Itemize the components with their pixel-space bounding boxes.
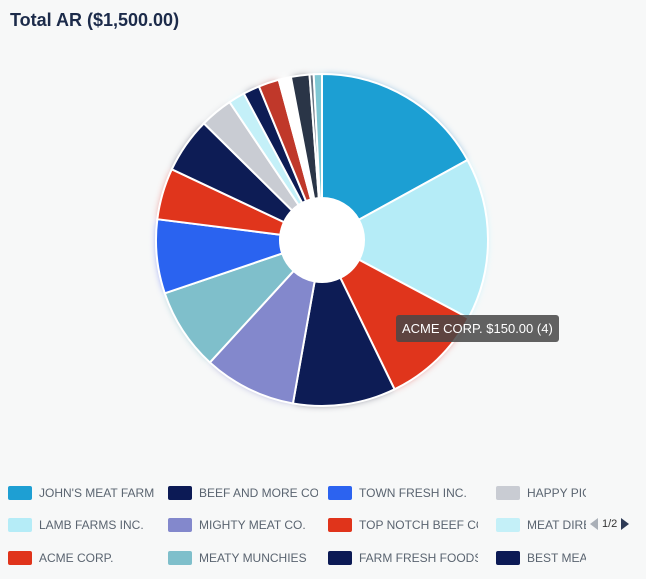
legend-label: TOP NOTCH BEEF CO. xyxy=(359,518,478,532)
legend-swatch xyxy=(328,486,352,500)
legend-label: LAMB FARMS INC. xyxy=(39,518,144,532)
legend-item[interactable]: HAPPY PIG xyxy=(496,484,586,502)
legend-label: MEAT DIRECT xyxy=(527,518,586,532)
legend-swatch xyxy=(168,486,192,500)
next-page-icon[interactable] xyxy=(621,518,630,530)
pie-slice[interactable] xyxy=(357,158,489,320)
legend-pager: 1/2 xyxy=(590,518,630,530)
legend-item[interactable]: TOP NOTCH BEEF CO. xyxy=(328,516,478,534)
legend-swatch xyxy=(168,551,192,565)
legend-swatch xyxy=(328,518,352,532)
legend-label: HAPPY PIG xyxy=(527,486,586,500)
chart-legend: JOHN'S MEAT FARM BEEF AND MORE CO. TOWN FR… xyxy=(8,484,598,574)
chart-tooltip: ACME CORP. $150.00 (4) xyxy=(396,315,559,342)
legend-label: FARM FRESH FOODS xyxy=(359,551,478,565)
legend-swatch xyxy=(328,551,352,565)
legend-label: JOHN'S MEAT FARM xyxy=(39,486,155,500)
legend-label: BEEF AND MORE CO. xyxy=(199,486,318,500)
pie-chart[interactable] xyxy=(0,0,646,470)
legend-swatch xyxy=(496,551,520,565)
legend-item[interactable]: FARM FRESH FOODS xyxy=(328,549,478,567)
legend-label: BEST MEATS xyxy=(527,551,586,565)
legend-item[interactable]: MEAT DIRECT xyxy=(496,516,586,534)
legend-label: ACME CORP. xyxy=(39,551,114,565)
legend-item[interactable]: LAMB FARMS INC. xyxy=(8,516,158,534)
legend-swatch xyxy=(8,518,32,532)
legend-swatch xyxy=(8,551,32,565)
legend-item[interactable]: JOHN'S MEAT FARM xyxy=(8,484,158,502)
legend-item[interactable]: MIGHTY MEAT CO. xyxy=(168,516,318,534)
legend-item[interactable]: TOWN FRESH INC. xyxy=(328,484,478,502)
legend-swatch xyxy=(496,518,520,532)
chart-title: Total AR ($1,500.00) xyxy=(10,10,180,30)
legend-swatch xyxy=(168,518,192,532)
legend-item[interactable]: ACME CORP. xyxy=(8,549,158,567)
donut-hole xyxy=(280,198,364,282)
legend-swatch xyxy=(496,486,520,500)
legend-label: TOWN FRESH INC. xyxy=(359,486,467,500)
legend-item[interactable]: BEEF AND MORE CO. xyxy=(168,484,318,502)
legend-label: MEATY MUNCHIES xyxy=(199,551,307,565)
legend-swatch xyxy=(8,486,32,500)
previous-page-icon[interactable] xyxy=(590,518,598,530)
legend-item[interactable]: MEATY MUNCHIES xyxy=(168,549,318,567)
legend-page-indicator: 1/2 xyxy=(602,518,618,530)
legend-label: MIGHTY MEAT CO. xyxy=(199,518,306,532)
legend-item[interactable]: BEST MEATS xyxy=(496,549,586,567)
